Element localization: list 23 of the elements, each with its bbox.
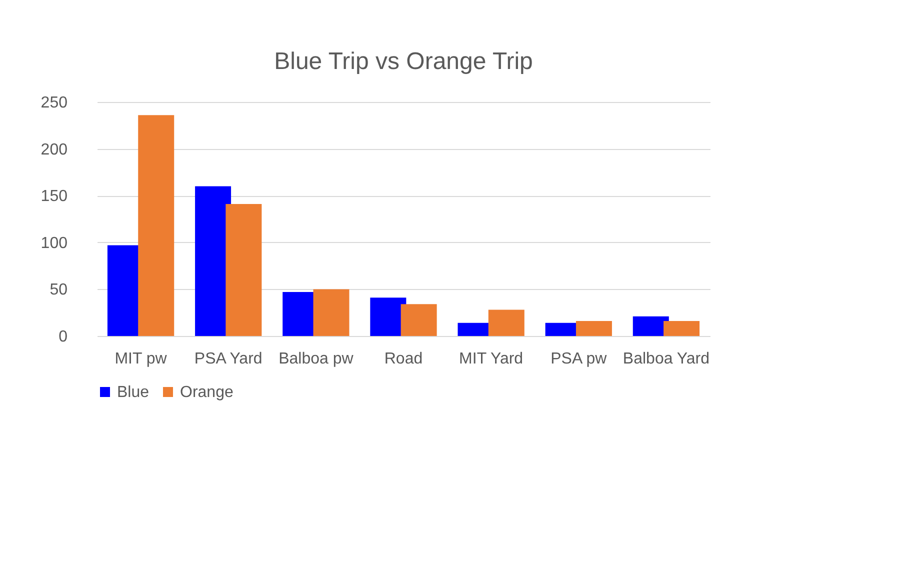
bar [488,310,524,336]
x-tick-label: PSA Yard [194,350,262,368]
bar [138,115,174,336]
x-tick-label: Balboa pw [278,350,354,368]
bar [400,304,437,336]
y-tick-label: 0 [58,328,68,346]
y-tick-label: 150 [40,188,68,206]
x-tick-label: MIT pw [114,350,168,368]
y-tick-label: 50 [50,282,68,299]
chart-title: Blue Trip vs Orange Trip [274,48,533,75]
y-tick-label: 200 [40,141,68,158]
y-tick-label: 100 [40,234,68,252]
legend-label: Blue [117,384,150,401]
bar [576,321,612,336]
x-tick-label: Road [384,350,423,368]
x-tick-label: Balboa Yard [622,350,710,368]
bar [313,289,350,336]
x-tick-label: MIT Yard [459,350,524,368]
x-tick-label: PSA pw [550,350,608,368]
bar [226,204,262,336]
legend-label: Orange [180,384,234,401]
y-tick-label: 250 [40,94,68,112]
bar [664,321,700,336]
